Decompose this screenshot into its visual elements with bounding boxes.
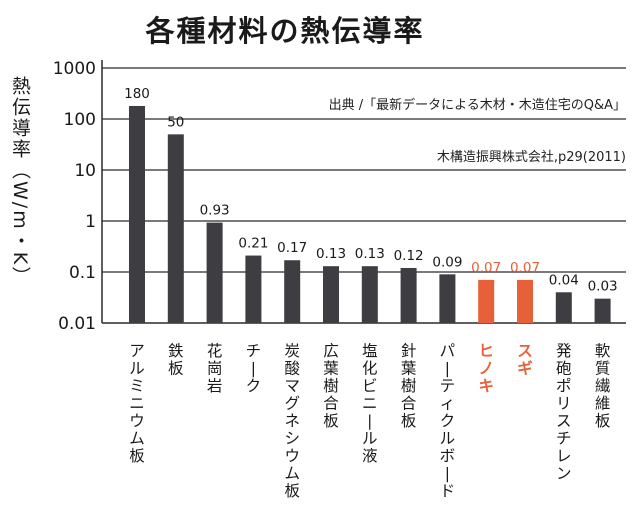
category-labels: アルミニウム板 鉄板 花崗岩 チ|ク 炭酸マグネシウム板 広葉樹合板 塩化ビニ|ル液 針葉樹合… bbox=[129, 342, 611, 500]
category-label: パ|ティクルボ|ド bbox=[440, 342, 456, 500]
bar bbox=[284, 260, 301, 323]
bar bbox=[517, 279, 533, 323]
bar bbox=[361, 266, 378, 323]
y-tick-label: 0.1 bbox=[69, 263, 96, 283]
data-label: 0.13 bbox=[355, 246, 385, 262]
y-tick-label: 10 bbox=[74, 161, 96, 181]
category-label: 炭酸マグネシウム板 bbox=[284, 342, 300, 500]
source-line-1: 出典 /「最新データによる木材・木造住宅のQ&A」 bbox=[329, 97, 626, 113]
data-label: 0.03 bbox=[588, 279, 618, 295]
bar bbox=[129, 105, 145, 323]
data-label: 0.07 bbox=[510, 260, 540, 276]
bar bbox=[400, 267, 417, 323]
category-label: ヒノキ bbox=[478, 342, 494, 395]
y-tick-label: 1 bbox=[85, 212, 96, 232]
bar bbox=[245, 255, 262, 323]
bar bbox=[555, 292, 572, 323]
bar bbox=[478, 279, 495, 323]
source-line-2: 木構造振興株式会社,p29(2011) bbox=[437, 149, 626, 165]
data-label: 0.12 bbox=[394, 248, 424, 264]
category-label: 花崗岩 bbox=[207, 342, 223, 395]
data-label: 0.93 bbox=[200, 203, 230, 219]
category-label: 針葉樹合板 bbox=[401, 342, 417, 430]
y-tick-labels: 1000 100 10 1 0.1 0.01 bbox=[53, 59, 96, 334]
bar bbox=[167, 134, 184, 323]
y-tick-label: 0.01 bbox=[58, 314, 96, 334]
category-label: 発砲ポリスチレン bbox=[556, 342, 572, 483]
bar bbox=[594, 298, 611, 323]
category-label: チ|ク bbox=[246, 342, 262, 395]
y-tick-label: 1000 bbox=[53, 59, 96, 79]
value-labels: 180 50 0.93 0.21 0.17 0.13 0.13 0.12 0.09 0.07 0.0… bbox=[124, 86, 618, 295]
data-label: 0.13 bbox=[316, 246, 346, 262]
bar bbox=[206, 222, 223, 323]
data-label: 0.04 bbox=[549, 272, 579, 288]
data-label: 0.09 bbox=[432, 254, 462, 270]
data-label: 0.07 bbox=[471, 260, 501, 276]
category-label: 塩化ビニ|ル液 bbox=[362, 342, 378, 465]
category-label: スギ bbox=[517, 342, 533, 378]
y-axis-label: 熱伝導率（W/m・K） bbox=[9, 76, 31, 288]
bar bbox=[323, 266, 339, 323]
bar bbox=[439, 274, 456, 323]
bars bbox=[129, 105, 611, 323]
data-label: 50 bbox=[167, 114, 184, 130]
category-label: 鉄板 bbox=[168, 342, 184, 378]
y-tick-label: 100 bbox=[64, 110, 96, 130]
data-label: 180 bbox=[124, 86, 150, 102]
data-label: 0.17 bbox=[277, 240, 307, 256]
category-label: 広葉樹合板 bbox=[323, 342, 339, 430]
chart-title: 各種材料の熱伝導率 bbox=[145, 14, 425, 48]
category-label: アルミニウム板 bbox=[129, 342, 145, 465]
data-label: 0.21 bbox=[238, 236, 268, 252]
category-label: 軟質繊維板 bbox=[595, 342, 611, 430]
